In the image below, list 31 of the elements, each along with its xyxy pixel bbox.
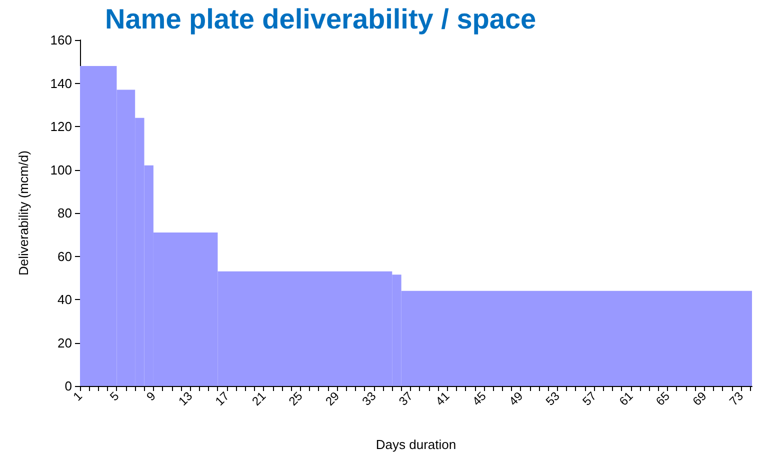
x-tick-label: 29 bbox=[322, 388, 342, 408]
x-tick-label: 45 bbox=[470, 388, 490, 408]
x-tick-label: 5 bbox=[107, 388, 122, 404]
x-tick-label: 21 bbox=[249, 388, 269, 408]
x-tick-label: 57 bbox=[580, 388, 600, 408]
y-tick-label: 80 bbox=[58, 206, 72, 220]
x-tick-label: 73 bbox=[726, 388, 746, 408]
y-tick-label: 40 bbox=[58, 292, 72, 307]
x-tick-label: 69 bbox=[690, 388, 710, 408]
y-tick-label: 100 bbox=[50, 162, 72, 178]
x-tick-label: 49 bbox=[506, 388, 526, 408]
x-tick-label: 9 bbox=[144, 388, 159, 404]
x-tick-label: 13 bbox=[176, 388, 196, 408]
y-tick-label: 120 bbox=[50, 119, 72, 134]
x-tick-label: 41 bbox=[432, 388, 452, 408]
x-tick-label: 17 bbox=[212, 388, 232, 408]
y-axis-title: Deliverability (mcm/d) bbox=[16, 150, 31, 276]
x-tick-label: 53 bbox=[542, 388, 563, 408]
x-tick-label: 25 bbox=[286, 388, 306, 408]
x-tick-label: 33 bbox=[359, 388, 379, 408]
x-tick-label: 65 bbox=[653, 388, 673, 408]
x-tick-label: 37 bbox=[396, 388, 416, 408]
x-tick-label: 61 bbox=[616, 388, 636, 408]
y-tick-label: 140 bbox=[50, 76, 72, 91]
y-tick-label: 20 bbox=[58, 335, 72, 350]
y-tick-label: 0 bbox=[64, 378, 72, 394]
chart-title: Name plate deliverability / space bbox=[105, 4, 536, 34]
x-axis-title: Days duration bbox=[376, 437, 456, 452]
x-tick-label: 1 bbox=[70, 388, 86, 404]
y-tick-label: 60 bbox=[58, 248, 72, 264]
y-tick-label: 160 bbox=[50, 32, 72, 48]
